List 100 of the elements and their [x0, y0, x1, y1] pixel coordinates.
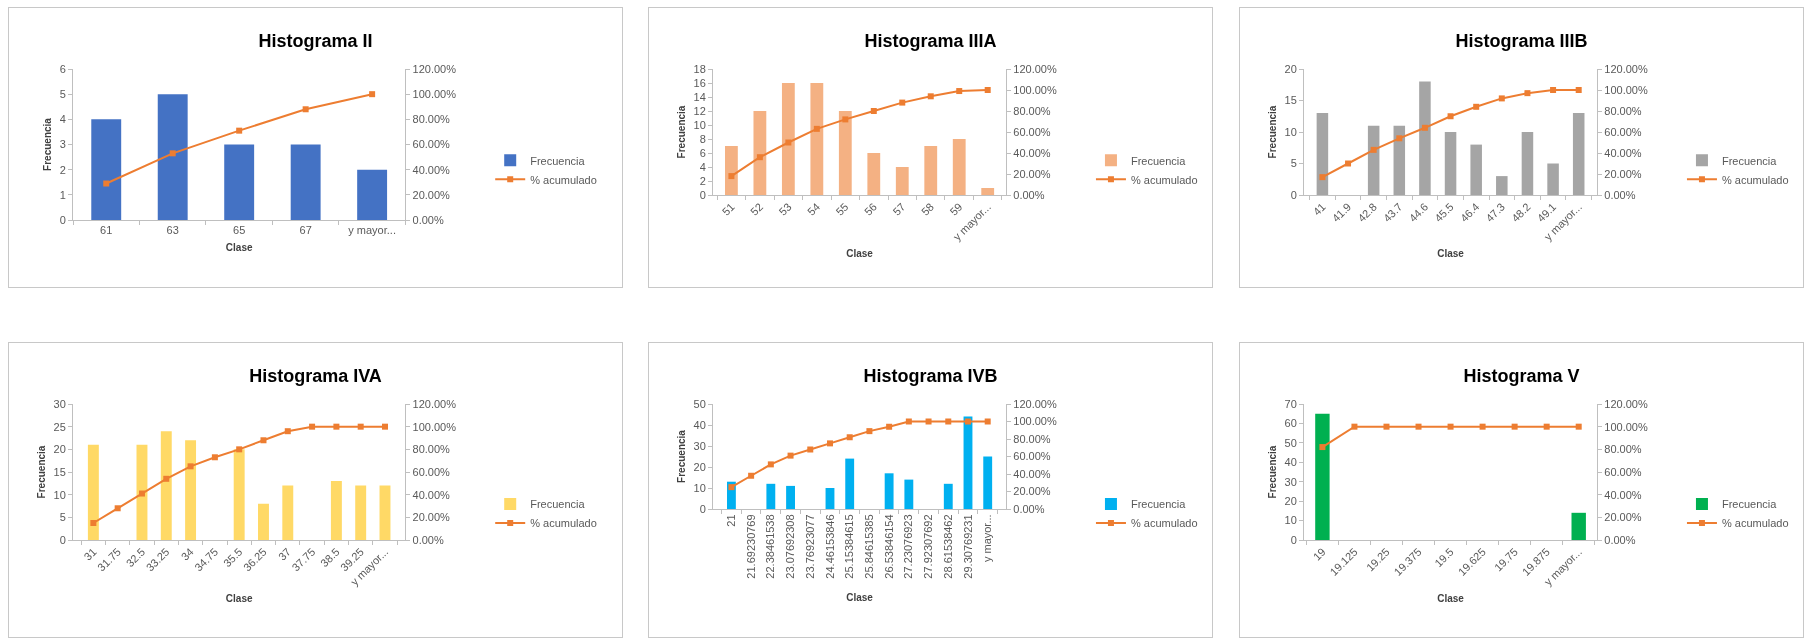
y2-tick-label: 120.00%	[1013, 62, 1057, 75]
legend-label: % acumulado	[1130, 173, 1198, 186]
x-tick-label: 43.7	[1380, 200, 1405, 225]
y2-tick-label: 80.00%	[1604, 443, 1642, 456]
point	[333, 423, 340, 430]
y-tick-label: 30	[53, 397, 66, 410]
y-tick-label: 3	[59, 138, 66, 151]
y2-tick-label: 60.00%	[1604, 125, 1642, 138]
bar	[753, 111, 767, 195]
y2-tick-label: 100.00%	[1604, 83, 1648, 96]
point	[1575, 87, 1582, 93]
point	[886, 423, 893, 430]
legend-label: Frecuencia	[1130, 154, 1187, 167]
chart-title: Histograma IIIA	[864, 31, 997, 52]
legend-label: % acumulado	[1721, 173, 1789, 186]
y-tick-label: 2	[59, 163, 66, 176]
bar	[87, 444, 99, 540]
point	[1550, 87, 1557, 93]
point	[728, 484, 735, 491]
y-tick-label: 40	[693, 418, 706, 431]
y-tick-label: 10	[1284, 514, 1297, 527]
x-tick-label: 55	[833, 200, 851, 218]
y2-tick-label: 80.00%	[412, 443, 451, 456]
bar	[330, 481, 342, 540]
y-tick-label: 0	[1290, 533, 1297, 546]
bar	[904, 479, 914, 509]
point	[925, 418, 932, 425]
y-tick-label: 4	[699, 160, 706, 173]
bar	[766, 483, 776, 509]
y2-tick-label: 20.00%	[412, 188, 451, 201]
y-axis-title: Frecuencia	[675, 429, 687, 483]
point	[728, 173, 735, 180]
x-tick-label: 34	[178, 545, 196, 563]
point	[309, 423, 316, 430]
x-tick-label: 48.2	[1509, 200, 1533, 225]
point	[236, 446, 243, 453]
bar	[233, 449, 245, 540]
bar	[1419, 81, 1431, 195]
bar	[91, 119, 122, 220]
point	[826, 440, 833, 447]
x-tick-label: 29.30769231	[961, 514, 974, 579]
x-tick-label: 59	[947, 200, 965, 218]
bar	[981, 188, 995, 195]
chart-title: Histograma V	[1463, 366, 1580, 387]
x-tick-label: 21.69230769	[744, 514, 757, 579]
y-tick-label: 20	[1284, 62, 1297, 75]
x-tick-label: 57	[890, 200, 908, 218]
bar	[185, 440, 197, 540]
y2-tick-label: 120.00%	[1604, 62, 1648, 75]
y-axis-title: Frecuencia	[1266, 105, 1278, 159]
point	[369, 91, 376, 98]
point	[905, 418, 912, 425]
bar	[224, 144, 255, 220]
point	[187, 463, 194, 470]
x-tick-label: 65	[233, 224, 246, 237]
legend-label: % acumulado	[1130, 517, 1198, 530]
y-tick-label: 18	[693, 62, 706, 75]
y2-tick-label: 120.00%	[412, 62, 457, 75]
bar	[838, 111, 852, 195]
point	[138, 490, 145, 497]
y2-tick-label: 60.00%	[1013, 450, 1051, 463]
x-tick-label: 41	[1310, 200, 1328, 218]
bar	[867, 153, 881, 195]
bar	[943, 483, 953, 509]
x-tick-label: 37	[275, 545, 294, 563]
x-tick-label: 24.46153846	[823, 514, 836, 579]
x-tick-label: 42.8	[1355, 200, 1379, 225]
y2-tick-label: 80.00%	[1013, 432, 1051, 445]
chart-title: Histograma II	[258, 31, 373, 52]
x-tick-label: 56	[861, 200, 880, 218]
x-axis-title: Clase	[225, 593, 253, 605]
y-tick-label: 40	[1284, 456, 1297, 469]
point	[984, 418, 991, 425]
point	[927, 93, 934, 100]
y-tick-label: 2	[699, 174, 706, 187]
x-tick-label: 27.23076923	[902, 514, 915, 579]
x-tick-label: 46.4	[1457, 200, 1482, 225]
y-tick-label: 15	[53, 465, 66, 478]
point	[103, 180, 110, 187]
bar	[357, 169, 388, 220]
y-tick-label: 14	[693, 90, 706, 103]
y2-tick-label: 120.00%	[1604, 397, 1648, 410]
point	[846, 434, 853, 441]
x-tick-label: y mayor...	[981, 514, 994, 563]
x-axis-title: Clase	[1437, 593, 1465, 605]
bar	[952, 139, 966, 195]
x-tick-label: 31	[81, 545, 99, 563]
x-axis-title: Clase	[846, 248, 874, 260]
bar	[1393, 125, 1406, 195]
x-tick-label: 47.3	[1483, 200, 1508, 225]
point	[1473, 103, 1480, 110]
y2-tick-label: 20.00%	[412, 511, 451, 524]
bar	[136, 444, 148, 540]
point	[211, 454, 218, 461]
y2-tick-label: 0.00%	[1013, 502, 1045, 515]
y2-tick-label: 100.00%	[412, 420, 457, 433]
x-axis-title: Clase	[1437, 248, 1465, 260]
x-tick-label: 54	[805, 200, 823, 218]
x-tick-label: 28.61538462	[941, 514, 954, 579]
y2-tick-label: 40.00%	[412, 488, 451, 501]
